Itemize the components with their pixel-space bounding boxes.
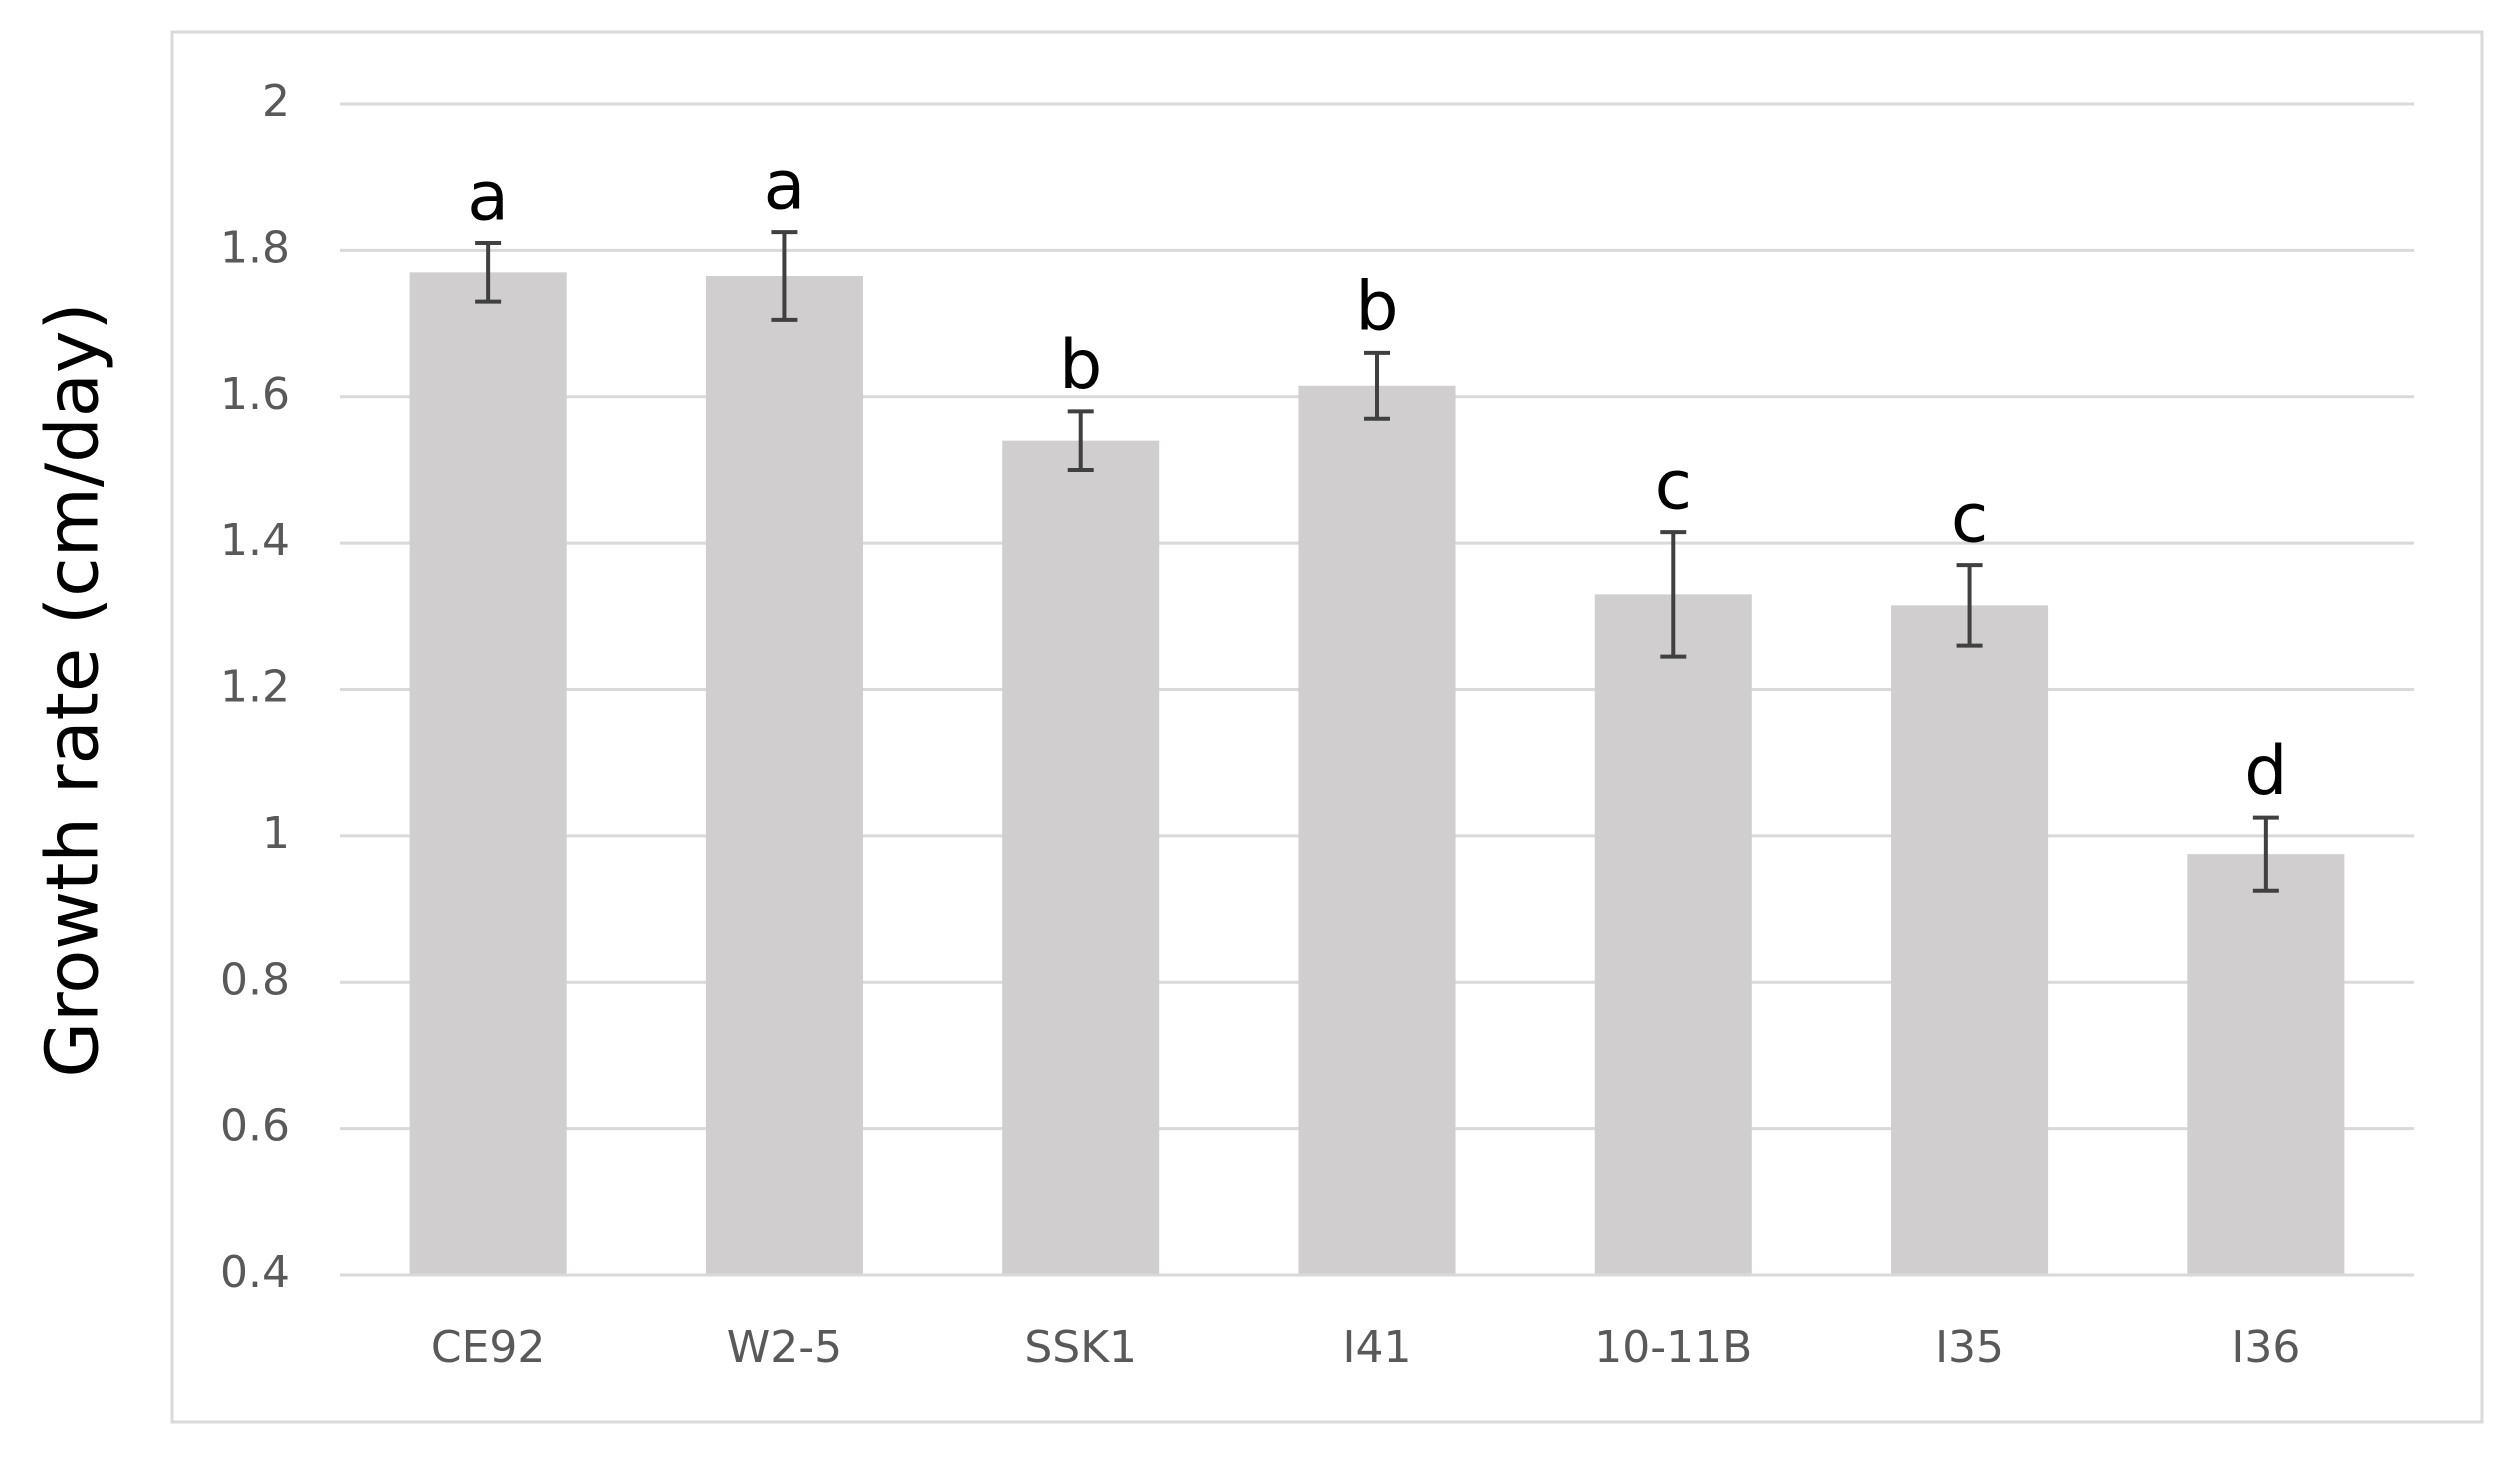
y-tick-label: 2 [262,76,290,127]
y-tick-label: 1.6 [220,369,290,420]
y-tick-label: 1 [262,808,290,859]
annotation: b [1355,267,1398,346]
annotation: a [467,158,509,237]
bar [1594,594,1752,1275]
y-tick-label: 1.2 [220,662,290,713]
y-tick-label: 0.6 [220,1101,290,1152]
x-tick-label: I41 [1343,1322,1412,1373]
bar [1298,385,1456,1276]
bar [2187,854,2345,1275]
bar [409,272,567,1275]
bar [1891,605,2049,1275]
y-tick-label: 0.4 [220,1247,290,1298]
x-tick-label: SSK1 [1024,1322,1137,1373]
x-tick-label: W2-5 [727,1322,842,1373]
y-tick-label: 1.4 [220,515,290,566]
x-tick-label: I36 [2231,1322,2300,1373]
annotation: c [1951,480,1988,559]
bar [1002,440,1160,1276]
x-tick-label: I35 [1935,1322,2004,1373]
y-tick-label: 0.8 [220,954,290,1005]
annotation: b [1059,326,1102,405]
annotation: d [2244,732,2287,811]
annotation: c [1655,447,1692,526]
bar [705,275,863,1276]
x-tick-label: 10-11B [1594,1322,1752,1373]
y-axis-label: Growth rate (cm/day) [31,302,115,1077]
annotation: a [764,147,806,226]
x-tick-label: CE92 [431,1322,546,1373]
y-tick-label: 1.8 [220,222,290,273]
